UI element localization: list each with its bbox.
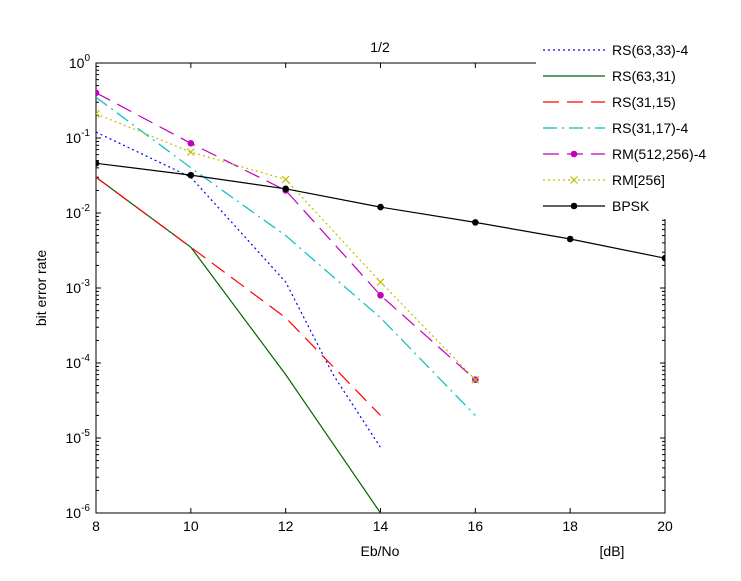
y-axis-label: bit error rate xyxy=(33,250,49,326)
legend-marker xyxy=(570,150,578,158)
y-tick-label: 10-6 xyxy=(66,503,91,521)
data-point xyxy=(96,109,100,118)
x-tick-label: 16 xyxy=(468,518,484,534)
data-point xyxy=(377,203,384,211)
y-tick-label: 10-2 xyxy=(66,203,91,221)
legend-label: BPSK xyxy=(612,198,650,214)
x-tick-label: 12 xyxy=(278,518,294,534)
legend-marker xyxy=(570,202,578,210)
x-tick-label: 10 xyxy=(183,518,199,534)
x-tick-label: 14 xyxy=(373,518,389,534)
series-rm-256 xyxy=(96,109,480,384)
data-point xyxy=(282,185,289,193)
data-point xyxy=(471,375,480,384)
series-line xyxy=(96,92,476,381)
chart-title: 1/2 xyxy=(370,39,390,55)
series-line xyxy=(96,96,476,416)
x-tick-label: 8 xyxy=(92,518,100,534)
data-point xyxy=(661,254,665,262)
y-tick-label: 10-5 xyxy=(66,428,91,446)
legend-marker xyxy=(570,176,578,184)
legend-label: RS(31,17)-4 xyxy=(612,120,688,136)
data-point xyxy=(96,89,100,97)
series-line xyxy=(96,131,382,448)
series-rs-63-33-4 xyxy=(96,131,382,448)
legend-label: RS(31,15) xyxy=(612,94,676,110)
series-bpsk xyxy=(96,159,665,262)
y-tick-label: 100 xyxy=(69,53,91,71)
series-rs-31-17-4 xyxy=(96,96,476,416)
legend-box xyxy=(536,37,726,219)
series-layer xyxy=(96,89,665,513)
data-point xyxy=(186,148,195,156)
y-tick-label: 10-4 xyxy=(66,353,91,371)
legend-label: RM[256] xyxy=(612,172,665,188)
x-tick-label: 18 xyxy=(562,518,578,534)
y-tick-label: 10-1 xyxy=(66,128,91,146)
x-axis-label: Eb/No xyxy=(361,543,400,559)
series-line xyxy=(96,176,381,416)
data-point xyxy=(281,175,290,184)
series-rs-31-15 xyxy=(96,176,381,416)
y-tick-label: 10-3 xyxy=(66,278,91,296)
data-point xyxy=(187,171,195,179)
data-point xyxy=(472,219,479,226)
x-tick-label: 20 xyxy=(657,518,673,534)
x-axis-unit: [dB] xyxy=(600,543,625,559)
data-point xyxy=(566,235,574,243)
data-point xyxy=(376,278,385,286)
data-point xyxy=(96,159,100,167)
legend: RS(63,33)-4 RS(63,31) RS(31,15) RS(31,17)-4… xyxy=(536,37,726,219)
data-point xyxy=(187,139,195,147)
legend-label: RS(63,31) xyxy=(612,68,676,84)
data-point xyxy=(377,291,384,299)
legend-label: RM(512,256)-4 xyxy=(612,146,706,162)
legend-label: RS(63,33)-4 xyxy=(612,42,688,58)
